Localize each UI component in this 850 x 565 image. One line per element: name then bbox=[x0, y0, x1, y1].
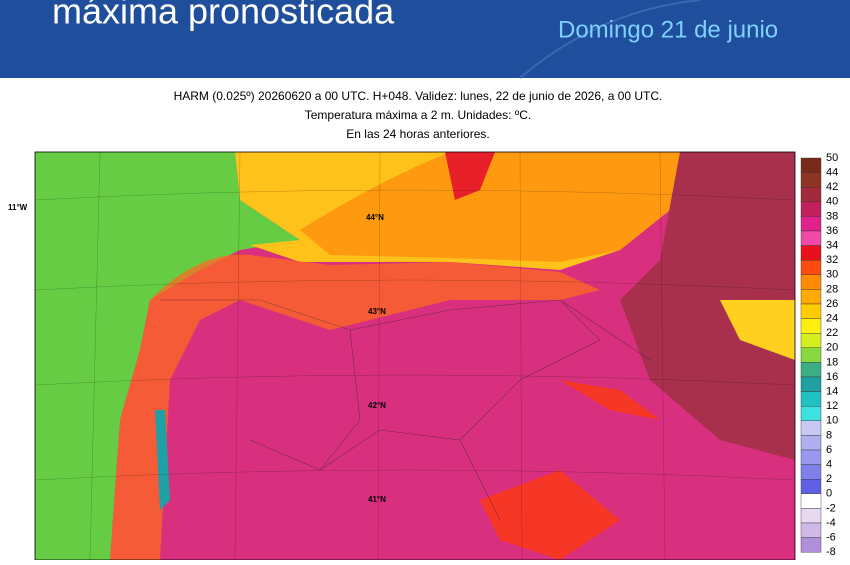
legend-label: 26 bbox=[826, 298, 838, 310]
legend-swatch bbox=[800, 318, 822, 334]
coast-band bbox=[110, 254, 600, 560]
legend-swatch bbox=[800, 464, 822, 480]
lon-label: 11°W bbox=[8, 203, 28, 212]
header-title: máxima pronosticada bbox=[52, 0, 395, 32]
map: 44°N 43°N 42°N 41°N 11°W bbox=[8, 151, 796, 561]
lat-label: 44°N bbox=[366, 213, 384, 222]
legend-label: 44 bbox=[826, 167, 838, 179]
legend-swatch bbox=[800, 522, 822, 538]
legend-swatch bbox=[800, 333, 822, 349]
legend-swatch bbox=[800, 479, 822, 495]
legend-label: 50 bbox=[826, 152, 838, 164]
header-deco bbox=[519, 0, 701, 79]
legend-swatch bbox=[800, 303, 822, 319]
legend-label: 8 bbox=[826, 429, 832, 441]
legend-label: 10 bbox=[826, 415, 838, 427]
legend-swatch bbox=[800, 362, 822, 378]
ocean-warm bbox=[300, 152, 680, 262]
legend-label: 18 bbox=[826, 356, 838, 368]
legend-swatch bbox=[800, 376, 822, 392]
legend-label: 14 bbox=[826, 386, 838, 398]
hot-spots bbox=[480, 380, 660, 560]
caption: HARM (0.025º) 20260620 a 00 UTC. H+048. … bbox=[174, 89, 663, 103]
lat-label: 42°N bbox=[368, 401, 386, 410]
legend-swatch bbox=[800, 260, 822, 276]
legend-label: 2 bbox=[826, 473, 832, 485]
legend-swatch bbox=[800, 201, 822, 217]
legend-label: 6 bbox=[826, 444, 832, 456]
lat-label: 41°N bbox=[368, 495, 386, 504]
legend-swatch bbox=[800, 420, 822, 436]
legend-label: 32 bbox=[826, 254, 838, 266]
legend-label: 20 bbox=[826, 342, 838, 354]
legend-label: 42 bbox=[826, 181, 838, 193]
legend-swatch bbox=[800, 230, 822, 246]
legend-label: 28 bbox=[826, 283, 838, 295]
legend-label: 40 bbox=[826, 196, 838, 208]
lat-label: 43°N bbox=[368, 307, 386, 316]
legend-label: 12 bbox=[826, 400, 838, 412]
legend: 5044424038363432302826242220181614121086… bbox=[800, 152, 838, 558]
legend-label: 38 bbox=[826, 210, 838, 222]
legend-swatch bbox=[800, 435, 822, 451]
legend-label: 4 bbox=[826, 459, 832, 471]
legend-swatch bbox=[800, 537, 822, 553]
header-band bbox=[0, 0, 850, 78]
legend-label: -2 bbox=[826, 502, 836, 514]
caption: Temperatura máxima a 2 m. Unidades: ºC. bbox=[305, 108, 531, 122]
legend-label: 0 bbox=[826, 488, 832, 500]
legend-swatch bbox=[800, 289, 822, 305]
legend-swatch bbox=[800, 347, 822, 363]
coast-east bbox=[720, 300, 795, 360]
legend-label: 34 bbox=[826, 240, 838, 252]
legend-label: 22 bbox=[826, 327, 838, 339]
legend-swatch bbox=[800, 216, 822, 232]
legend-swatch bbox=[800, 245, 822, 261]
legend-label: 36 bbox=[826, 225, 838, 237]
graticule bbox=[34, 151, 796, 561]
legend-label: 30 bbox=[826, 269, 838, 281]
legend-swatch bbox=[800, 508, 822, 524]
legend-swatch bbox=[800, 449, 822, 465]
legend-swatch bbox=[800, 172, 822, 188]
header-date: Domingo 21 de junio bbox=[558, 16, 778, 43]
legend-label: 24 bbox=[826, 313, 838, 325]
land-hot bbox=[620, 152, 795, 460]
legend-swatch bbox=[800, 406, 822, 422]
hot-sea bbox=[445, 152, 495, 200]
legend-swatch bbox=[800, 493, 822, 509]
legend-swatch bbox=[800, 274, 822, 290]
legend-label: -4 bbox=[826, 517, 836, 529]
legend-swatch bbox=[800, 391, 822, 407]
legend-label: -8 bbox=[826, 546, 836, 558]
legend-swatch bbox=[800, 157, 822, 173]
legend-swatch bbox=[800, 186, 822, 202]
legend-label: -6 bbox=[826, 532, 836, 544]
ocean-west bbox=[35, 152, 300, 560]
lake bbox=[155, 410, 170, 510]
legend-label: 16 bbox=[826, 371, 838, 383]
caption: En las 24 horas anteriores. bbox=[346, 127, 489, 141]
borders bbox=[160, 299, 651, 521]
